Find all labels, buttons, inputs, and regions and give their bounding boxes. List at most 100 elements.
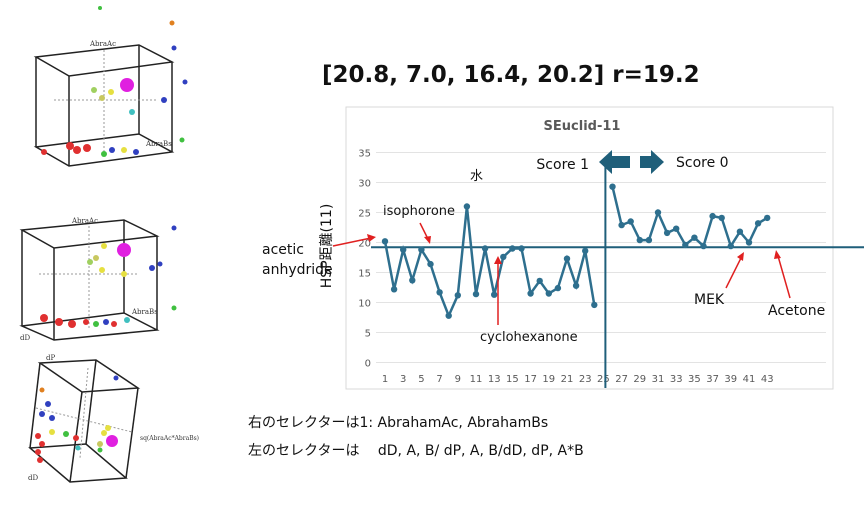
headline: [20.8, 7.0, 16.4, 20.2] r=19.2 xyxy=(322,62,700,88)
x-tick-label: 19 xyxy=(542,374,555,385)
data-point xyxy=(609,183,616,190)
data-point xyxy=(709,212,716,220)
y-tick-label: 30 xyxy=(358,179,371,190)
plot3d-bottom-axis-label: dP xyxy=(46,354,55,362)
score0-label: Score 0 xyxy=(676,155,729,171)
data-point xyxy=(427,260,434,268)
score1-label: Score 1 xyxy=(536,157,589,173)
y-axis-label: HSP距離(11) xyxy=(318,204,335,289)
x-tick-label: 5 xyxy=(418,374,424,385)
plot3d-top[interactable]: AbraAc AbraBs xyxy=(14,0,196,178)
y-tick-label: 15 xyxy=(358,269,371,280)
annotation-acetic-line2: anhydride xyxy=(262,262,333,278)
data-point xyxy=(627,218,634,225)
annotation-acetone: Acetone xyxy=(768,303,825,319)
annotation-cyclohexanone: cyclohexanone xyxy=(480,330,578,345)
arrow-left-icon xyxy=(599,150,630,174)
y-tick-label: 10 xyxy=(358,299,371,310)
x-tick-label: 25 xyxy=(597,374,610,385)
plot3d-middle[interactable]: AbraAc AbraBs dD xyxy=(14,178,196,346)
y-tick-label: 35 xyxy=(358,149,371,160)
x-tick-label: 29 xyxy=(633,374,646,385)
series-line-left xyxy=(383,206,596,319)
caption-line2: 左のセレクターは dD, A, B/ dP, A, B/dD, dP, A*B xyxy=(248,443,584,459)
annotation-acetic-line1: acetic xyxy=(262,242,304,258)
data-point xyxy=(645,236,653,244)
x-tick-label: 35 xyxy=(688,374,701,385)
data-point xyxy=(409,277,416,284)
data-point xyxy=(381,238,389,245)
data-point xyxy=(390,286,398,293)
chart-title: SEuclid-11 xyxy=(544,119,621,134)
data-point xyxy=(618,221,625,229)
x-tick-label: 17 xyxy=(524,374,537,385)
plot3d-middle-axis-label: AbraAc xyxy=(71,217,98,225)
data-point xyxy=(445,312,452,319)
data-point xyxy=(509,245,516,252)
plot3d-bottom[interactable]: dP sq(AbraAc*AbraBs) dD xyxy=(12,348,207,516)
data-point xyxy=(736,228,744,235)
data-point xyxy=(472,290,480,298)
x-tick-label: 33 xyxy=(670,374,683,385)
arrow-right-icon xyxy=(640,150,664,174)
data-point xyxy=(582,247,589,255)
data-point xyxy=(481,245,489,252)
data-point xyxy=(718,214,725,222)
caption-line1: 右のセレクターは1: AbrahamAc, AbrahamBs xyxy=(248,415,549,431)
data-point xyxy=(764,214,771,222)
data-point xyxy=(682,241,689,249)
data-point xyxy=(591,301,598,309)
data-point xyxy=(491,291,498,298)
data-point xyxy=(436,289,443,296)
series-group xyxy=(381,183,771,319)
data-point xyxy=(545,290,552,297)
x-tick-label: 13 xyxy=(488,374,501,385)
x-tick-label: 43 xyxy=(761,374,774,385)
data-point xyxy=(673,225,680,232)
annotation-isophorone: isophorone xyxy=(383,204,455,219)
data-point xyxy=(400,246,407,253)
data-point xyxy=(554,284,562,292)
data-point xyxy=(636,236,643,244)
annotation-mek: MEK xyxy=(694,292,725,308)
data-point xyxy=(500,253,507,261)
data-point xyxy=(727,242,734,250)
x-tick-label: 27 xyxy=(615,374,628,385)
x-tick-label: 3 xyxy=(400,374,406,385)
x-tick-label: 31 xyxy=(652,374,665,385)
x-tick-label: 9 xyxy=(455,374,461,385)
plot3d-middle-axis-label-right: AbraBs xyxy=(131,308,158,316)
annotation-water: 水 xyxy=(470,169,483,184)
plot3d-top-svg: AbraAc AbraBs xyxy=(33,6,188,167)
data-point xyxy=(663,229,671,237)
plot3d-bottom-svg: dP sq(AbraAc*AbraBs) dD xyxy=(28,354,199,483)
data-point xyxy=(700,242,707,250)
x-tick-label: 41 xyxy=(743,374,756,385)
x-tick-label: 37 xyxy=(706,374,719,385)
y-tick-label: 0 xyxy=(365,359,371,370)
plot3d-top-axis-label: AbraAc xyxy=(89,40,116,48)
y-tick-label: 20 xyxy=(358,239,371,250)
data-point xyxy=(418,246,425,253)
x-tick-label: 15 xyxy=(506,374,519,385)
plot3d-middle-svg: AbraAc AbraBs dD xyxy=(19,217,177,342)
data-point xyxy=(745,239,753,246)
plot3d-middle-points xyxy=(40,225,177,328)
data-point xyxy=(691,234,698,241)
data-point xyxy=(536,277,543,285)
data-point xyxy=(754,220,762,227)
y-tick-label: 25 xyxy=(358,209,371,220)
x-tick-label: 21 xyxy=(561,374,574,385)
x-tick-label: 23 xyxy=(579,374,592,385)
x-tick-label: 7 xyxy=(436,374,442,385)
data-point xyxy=(572,282,580,289)
plot3d-bottom-axis-label-corner: dD xyxy=(28,474,38,482)
y-tick-labels: 0 5 10 15 20 25 30 35 xyxy=(358,149,371,370)
plot3d-top-points xyxy=(41,6,188,157)
data-point xyxy=(518,245,525,252)
plot3d-middle-axis-label-corner: dD xyxy=(20,334,30,342)
y-tick-label: 5 xyxy=(365,329,371,340)
x-tick-labels: 1 3 5 7 9 11 13 15 17 19 21 23 25 27 29 31 33 35 37 39 41 43 xyxy=(382,374,774,385)
data-point xyxy=(563,255,571,262)
